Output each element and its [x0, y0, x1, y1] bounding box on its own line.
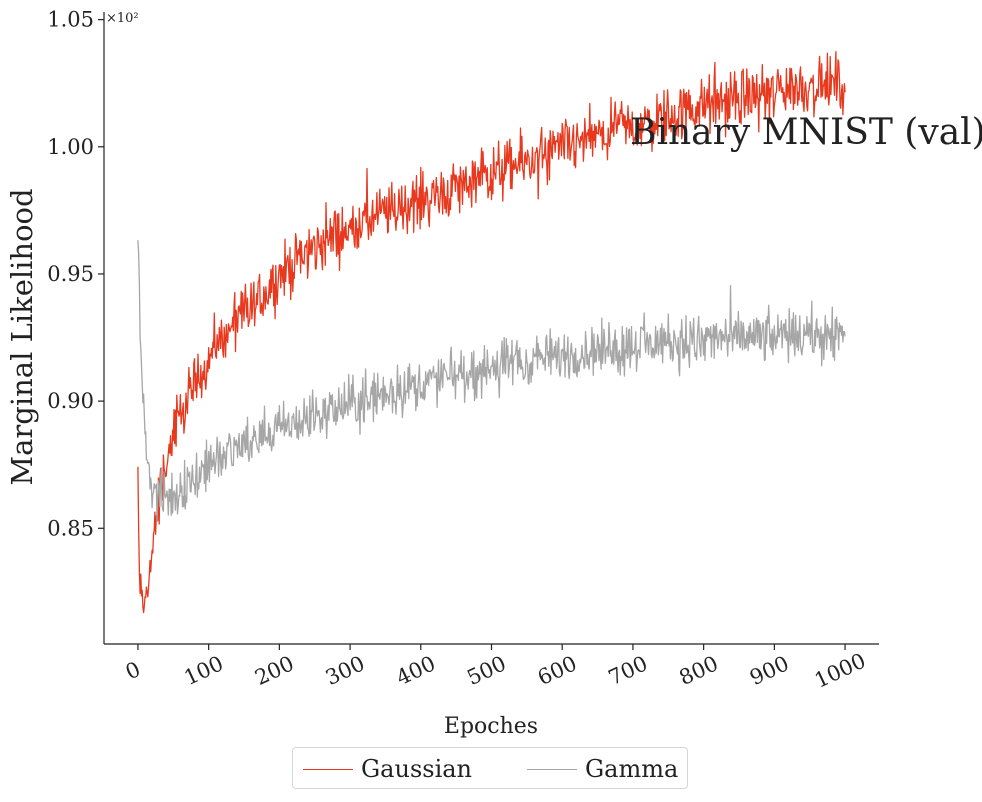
- x-ticks: 0 100 200 300 400 500 600 700 800 900 1000: [122, 644, 870, 693]
- y-tick-label: 1.00: [47, 135, 94, 159]
- x-tick-label: 600: [534, 651, 580, 690]
- series-line-gaussian: [137, 50, 846, 614]
- x-tick-label: 200: [251, 651, 297, 690]
- y-scale-label: ×10²: [106, 11, 139, 26]
- y-tick-label: 0.90: [47, 389, 94, 413]
- x-tick-label: 1000: [811, 648, 870, 692]
- x-tick-label: 300: [322, 651, 368, 690]
- x-tick-label: 100: [180, 651, 226, 690]
- x-axis-label: Epoches: [444, 714, 538, 739]
- y-tick-label: 1.05: [47, 8, 94, 32]
- legend: Gaussian Gamma: [292, 747, 688, 789]
- legend-label-gaussian: Gaussian: [361, 755, 473, 783]
- series-line-gamma: [137, 240, 846, 522]
- legend-label-gamma: Gamma: [585, 755, 679, 783]
- x-tick-label: 0: [122, 657, 144, 684]
- legend-item-gamma: Gamma: [527, 754, 678, 784]
- x-tick-label: 700: [605, 651, 651, 690]
- x-tick-label: 500: [463, 651, 509, 690]
- y-tick-label: 0.85: [47, 516, 94, 540]
- y-ticks: 0.85 0.90 0.95 1.00 1.05: [47, 8, 104, 540]
- x-tick-label: 400: [393, 651, 439, 690]
- series-layer: [137, 50, 846, 614]
- x-tick-label: 900: [746, 651, 792, 690]
- y-axis-label: Marginal Likelihood: [5, 188, 39, 485]
- y-tick-label: 0.95: [47, 262, 94, 286]
- legend-swatch-gaussian: [303, 768, 353, 770]
- legend-swatch-gamma: [527, 768, 577, 770]
- legend-item-gaussian: Gaussian: [303, 754, 472, 784]
- chart-title: Binary MNIST (val): [630, 112, 982, 153]
- x-tick-label: 800: [675, 651, 721, 690]
